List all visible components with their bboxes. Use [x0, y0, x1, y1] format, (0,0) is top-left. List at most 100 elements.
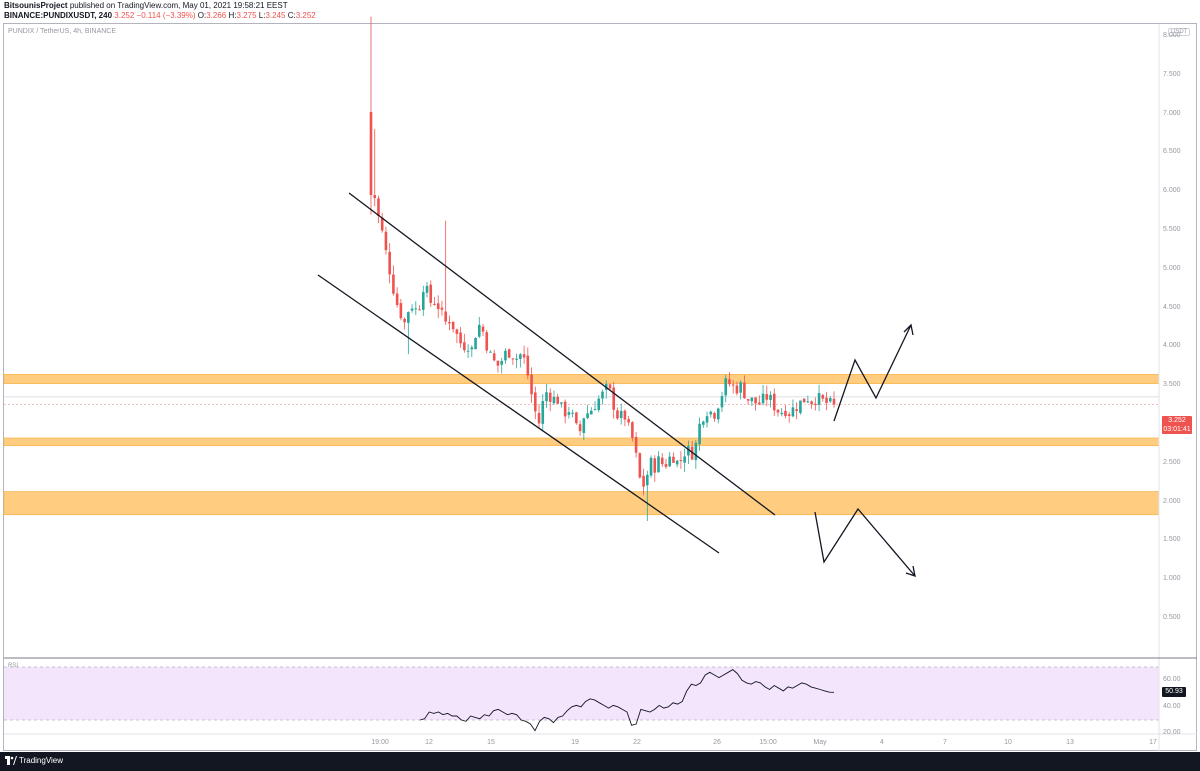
time-tick-label: 26	[713, 739, 721, 746]
candle-body	[631, 422, 634, 438]
chart-frame	[3, 23, 1197, 751]
time-tick-label: 4	[880, 739, 884, 746]
candle-body	[496, 360, 500, 366]
candle-body	[533, 392, 537, 412]
candle-body	[612, 387, 616, 410]
candle-body	[403, 318, 406, 323]
candle-body	[668, 456, 672, 467]
close-label: C:	[287, 11, 296, 20]
candle-body	[791, 407, 795, 417]
candle-body	[421, 292, 425, 310]
candle-body	[515, 358, 518, 360]
candle-body	[407, 312, 410, 323]
symbol-legend[interactable]: PUNDIX / TetherUS, 4h, BINANCE	[8, 28, 117, 35]
price-tick-label: 5.000	[1163, 264, 1181, 272]
rsi-band	[4, 667, 1159, 720]
candle-body	[672, 456, 675, 463]
close-value: 3.252	[295, 11, 316, 20]
bearish-arrow-icon	[905, 565, 916, 577]
price-lines	[4, 396, 1159, 405]
author-name[interactable]: BitsounisProject	[4, 1, 68, 10]
candle-body	[702, 421, 705, 425]
time-tick-label: 13	[1066, 739, 1074, 746]
time-tick-label: 7	[943, 739, 947, 746]
candle-body	[724, 378, 728, 396]
candle-body	[638, 453, 642, 478]
candle-body	[832, 398, 836, 405]
rsi-line	[419, 669, 835, 732]
price-zone-2	[3, 491, 1160, 516]
candle-body	[649, 457, 653, 476]
candle-body	[646, 474, 649, 486]
candle-body	[776, 409, 780, 413]
candle-body	[784, 410, 787, 416]
last-price-badge: 3.252 03:01:41	[1162, 416, 1192, 434]
candle-body	[825, 397, 828, 403]
time-tick-label: 19:00	[371, 739, 389, 746]
last-price-badge-value: 3.252	[1168, 417, 1186, 424]
candle-body	[802, 398, 806, 403]
candle-body	[660, 457, 664, 465]
candle-body	[634, 436, 638, 453]
candle-body	[384, 231, 388, 251]
candle-body	[481, 326, 485, 332]
candle-body	[474, 338, 477, 350]
candle-body	[743, 382, 746, 399]
price-tick-label: 7.000	[1163, 109, 1181, 117]
price-tick-label: 4.000	[1163, 342, 1181, 350]
candle-body	[664, 464, 668, 467]
footer-bar: TradingView	[0, 752, 1200, 771]
candle-body	[548, 392, 552, 402]
candle-body	[369, 112, 373, 196]
candle-body	[444, 311, 447, 322]
candle-body	[522, 354, 526, 358]
candle-body	[657, 456, 660, 473]
candle-body	[709, 411, 713, 415]
candle-body	[806, 401, 810, 403]
candle-body	[735, 385, 739, 394]
candle-body	[410, 308, 414, 311]
candle-body	[463, 342, 466, 351]
candle-body	[530, 374, 533, 395]
candle-body	[377, 198, 380, 216]
publish-header: BitsounisProject published on TradingVie…	[0, 0, 1200, 22]
rsi-tick-label: 40.00	[1163, 702, 1181, 710]
price-tick-label: 2.000	[1163, 497, 1181, 505]
candle-body	[459, 332, 462, 344]
candle-body	[433, 303, 436, 305]
candle-body	[425, 285, 429, 293]
open-value: 3.266	[206, 11, 227, 20]
candle-body	[414, 308, 418, 310]
bullish-path	[833, 324, 912, 422]
candle-body	[814, 403, 817, 405]
tradingview-brand[interactable]: TradingView	[19, 756, 64, 765]
rsi-label[interactable]: RSI	[8, 663, 19, 669]
axes	[4, 24, 1197, 751]
price-tick-label: 2.500	[1163, 458, 1181, 466]
trend-drawings	[317, 192, 916, 577]
currency-badge[interactable]: USDT	[1168, 28, 1191, 36]
candle-body	[519, 354, 522, 359]
price-change: −0.114 (−3.39%)	[136, 11, 196, 20]
candle-body	[758, 402, 761, 405]
candle-body	[810, 401, 813, 405]
tradingview-logo-icon[interactable]	[5, 756, 17, 766]
symbol-full: BINANCE:PUNDIXUSDT, 240	[4, 11, 113, 20]
candle-body	[720, 396, 724, 408]
candle-body	[687, 445, 690, 456]
price-zone-1	[3, 437, 1160, 447]
candle-body	[567, 412, 571, 415]
price-tick-label: 3.500	[1163, 381, 1181, 389]
candle-body	[571, 412, 574, 414]
low-value: 3.245	[265, 11, 286, 20]
price-tick-label: 5.500	[1163, 226, 1181, 233]
candle-body	[526, 355, 530, 376]
rsi-tick-label: 20.00	[1163, 729, 1181, 737]
candle-body	[560, 402, 563, 404]
candle-body	[619, 410, 623, 418]
candle-body	[537, 413, 541, 424]
time-tick-label: 15	[487, 739, 495, 746]
candle-body	[380, 217, 384, 231]
candle-body	[642, 475, 645, 487]
